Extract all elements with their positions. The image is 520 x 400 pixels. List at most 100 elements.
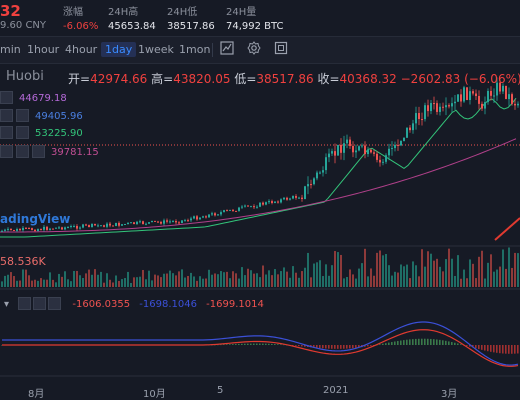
volume-bar	[373, 275, 375, 287]
volume-bar	[403, 266, 405, 287]
volume-bar	[244, 275, 246, 287]
volume-bar	[493, 271, 495, 287]
volume-legend: 58.536K	[0, 255, 46, 268]
candle-body	[514, 103, 516, 106]
candle-body	[283, 197, 285, 200]
volume-bar	[166, 273, 168, 287]
volume-bar	[496, 269, 498, 287]
high-value-legend: 43820.05	[173, 72, 231, 86]
xaxis-label: 2021	[323, 385, 349, 396]
candle-body	[499, 82, 501, 92]
candle-body	[325, 157, 327, 171]
candle-body	[28, 228, 30, 230]
volume-bar	[25, 269, 27, 287]
volume-bar	[484, 278, 486, 287]
volume-bar	[199, 276, 201, 287]
volume-bar	[295, 272, 297, 287]
macd-histogram-bar	[271, 343, 273, 345]
macd-close-icon[interactable]	[48, 297, 62, 310]
volume-bar	[4, 275, 6, 287]
fullscreen-icon[interactable]	[273, 41, 289, 57]
macd-histogram-bar	[244, 343, 246, 345]
candle-body	[403, 137, 405, 141]
candle-body	[85, 224, 87, 226]
low-value-legend: 38517.86	[256, 72, 314, 86]
volume-bar	[322, 276, 324, 287]
macd-dropdown-icon[interactable]: ▾	[4, 298, 10, 310]
volume-bar	[472, 263, 474, 287]
low-value: 38517.86	[167, 21, 215, 32]
macd-visibility-icon[interactable]	[18, 297, 32, 310]
timeframe-1mon[interactable]: 1mon	[179, 43, 211, 56]
volume-bar	[13, 276, 15, 287]
candle-body	[409, 127, 411, 131]
volume-bar	[475, 278, 477, 287]
ma3-visibility-icon[interactable]	[0, 126, 13, 139]
volume-bar	[16, 280, 18, 287]
ma2-settings-icon[interactable]	[16, 109, 29, 122]
macd-histogram-bar	[442, 340, 444, 345]
volume-bar	[43, 279, 45, 287]
xaxis-label: 8月	[28, 389, 45, 400]
macd-histogram-bar	[481, 345, 483, 350]
ma4-settings-icon[interactable]	[16, 145, 29, 158]
volume-bar	[385, 253, 387, 287]
volume-bar	[451, 258, 453, 287]
candle-body	[223, 210, 225, 213]
volume-bar	[499, 266, 501, 287]
ma-line	[0, 138, 517, 233]
candle-body	[502, 85, 504, 92]
macd-histogram-bar	[259, 343, 261, 345]
candle-body	[400, 140, 402, 146]
volume-bar	[379, 250, 381, 287]
candle-body	[145, 223, 147, 225]
volume-bar	[37, 280, 39, 287]
settings-icon[interactable]	[246, 41, 262, 57]
macd-settings-icon[interactable]	[33, 297, 47, 310]
open-label: 开=	[68, 72, 91, 86]
macd-histogram-bar	[505, 345, 507, 354]
ma3-settings-icon[interactable]	[16, 126, 29, 139]
volume-bar	[298, 277, 300, 287]
candle-body	[13, 230, 15, 232]
ma4-visibility-icon[interactable]	[0, 145, 13, 158]
candle-body	[136, 221, 138, 225]
volume-bar	[22, 269, 24, 287]
ma3-legend: 53225.90	[0, 126, 86, 139]
candle-body	[442, 106, 444, 108]
ma4-close-icon[interactable]	[32, 145, 45, 158]
timeframe-1day[interactable]: 1day	[101, 42, 137, 57]
change-legend: −2602.83 (−6.06%)	[400, 72, 520, 86]
candle-body	[316, 172, 318, 179]
volume-bar	[487, 262, 489, 287]
volume-bar	[94, 269, 96, 287]
ma3-value: 53225.90	[35, 127, 83, 139]
volume-bar	[229, 278, 231, 287]
candle-body	[190, 218, 192, 221]
candle-body	[151, 220, 153, 223]
ohlc-legend: 开=42974.66 高=43820.05 低=38517.86 收=40368…	[68, 70, 520, 87]
timeframe-1hour[interactable]: 1hour	[27, 43, 60, 56]
last-price: 32	[0, 2, 21, 20]
volume-bar	[361, 263, 363, 287]
macd-histogram-bar	[415, 338, 417, 345]
candle-body	[196, 216, 198, 220]
indicators-icon[interactable]	[219, 41, 235, 57]
volume-bar	[64, 271, 66, 287]
volume-bar	[88, 269, 90, 287]
high-label-legend: 高=	[151, 72, 174, 86]
ma1-visibility-icon[interactable]	[0, 91, 13, 104]
volume-bar	[142, 269, 144, 287]
volume-bar	[307, 252, 309, 287]
timeframe-1week[interactable]: 1week	[138, 43, 174, 56]
volume-bar	[28, 275, 30, 287]
candle-body	[277, 201, 279, 203]
ma2-visibility-icon[interactable]	[0, 109, 13, 122]
candle-body	[469, 91, 471, 101]
candle-body	[301, 197, 303, 199]
candlestick-chart[interactable]	[0, 63, 520, 400]
timeframe-min[interactable]: min	[0, 43, 21, 56]
timeframe-4hour[interactable]: 4hour	[65, 43, 98, 56]
macd-histogram-bar	[352, 345, 354, 349]
change-stat: 涨幅 -6.06%	[63, 3, 98, 32]
